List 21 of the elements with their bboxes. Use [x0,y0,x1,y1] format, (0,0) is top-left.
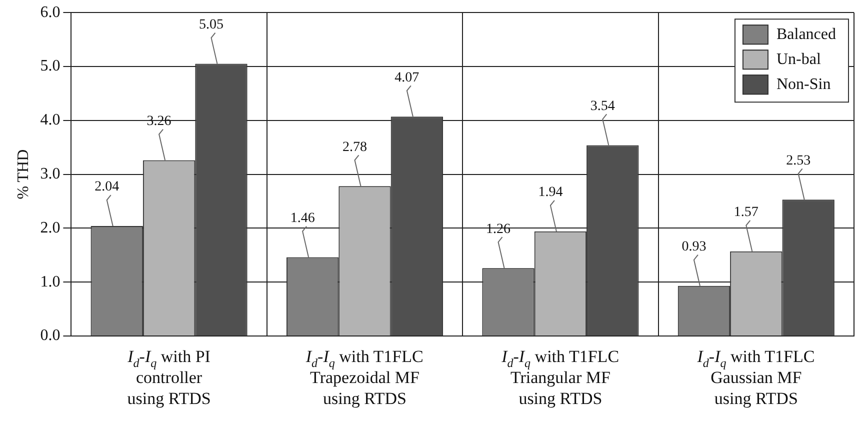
data-label: 0.93 [682,240,706,255]
y-tick-label: 2.0 [40,219,60,236]
y-tick-label: 1.0 [40,273,60,290]
data-label: 1.46 [290,210,315,226]
data-label: 1.57 [734,205,758,220]
data-label: 3.54 [590,98,615,114]
data-label: 5.05 [198,17,224,32]
y-tick-label: 4.0 [40,112,60,129]
data-label: 1.94 [538,185,563,200]
legend-label: Balanced [776,26,836,43]
legend-label: Non-Sin [776,76,831,93]
y-tick-label: 3.0 [40,166,60,183]
data-label: 2.04 [94,180,120,195]
y-tick-label: 5.0 [40,58,60,75]
y-axis-title: % THD [14,149,32,200]
data-label: 4.07 [394,70,420,86]
data-label: 2.78 [342,140,367,155]
y-tick-label: 6.0 [40,4,60,21]
legend-label: Un-bal [776,50,822,68]
y-tick-label: 0.0 [40,327,60,344]
data-label: 2.53 [786,153,811,168]
